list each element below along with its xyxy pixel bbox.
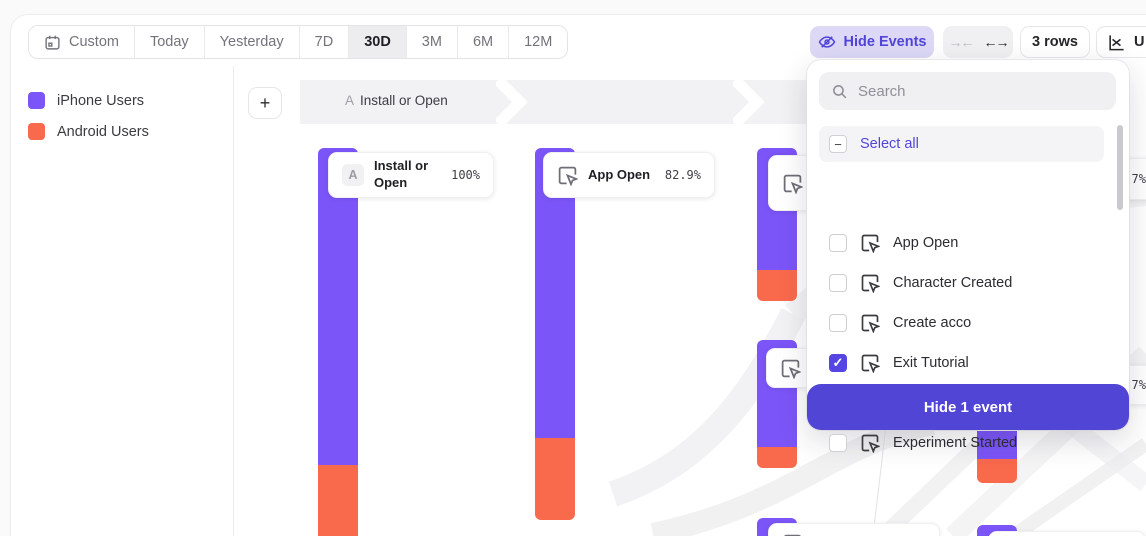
step-card-percentage: 82.9% <box>664 168 701 182</box>
custom-event-icon <box>861 314 880 333</box>
step-card-percentage: 100% <box>451 168 480 182</box>
legend-item-iphone[interactable]: iPhone Users <box>28 92 149 109</box>
event-checkbox[interactable] <box>829 234 847 252</box>
bar-step1-android[interactable] <box>318 465 358 536</box>
step-card-app-open[interactable]: App Open 82.9% <box>543 152 715 198</box>
step-letter: A <box>345 93 355 108</box>
rows-count-button[interactable]: 3 rows <box>1020 26 1090 58</box>
bar-step4b-iphone[interactable] <box>977 525 1017 536</box>
search-icon <box>833 84 847 98</box>
bar-step1-iphone[interactable] <box>318 148 358 465</box>
step-breadcrumb: A Install or Open <box>345 93 448 108</box>
event-checkbox[interactable] <box>829 434 847 452</box>
date-range-12m[interactable]: 12M <box>509 26 568 58</box>
date-range-today[interactable]: Today <box>134 26 205 58</box>
date-range-3m[interactable]: 3M <box>406 26 458 58</box>
event-checkbox-checked[interactable]: ✓ <box>829 354 847 372</box>
date-range-control: Custom Today Yesterday 7D 30D 3M 6M 12M <box>28 25 569 59</box>
collapse-columns-icon[interactable]: →← <box>948 34 975 50</box>
hide-events-button[interactable]: Hide Events <box>810 26 934 58</box>
event-item-create-acco[interactable]: Create acco <box>819 303 1104 343</box>
step-a-badge: A <box>342 164 364 186</box>
custom-event-icon <box>783 174 803 194</box>
date-range-label: Custom <box>69 34 119 50</box>
event-item-app-open[interactable]: App Open <box>819 223 1104 263</box>
iphone-swatch <box>28 92 45 109</box>
chevron-separator-icon <box>733 80 765 124</box>
step-card-bottom-left[interactable] <box>768 523 940 536</box>
hide-events-label: Hide Events <box>843 34 927 50</box>
add-step-button[interactable]: + <box>248 87 282 119</box>
step-card-install-or-open[interactable]: A Install or Open 100% <box>328 152 494 198</box>
dropdown-scrollbar[interactable] <box>1117 125 1123 210</box>
date-range-custom[interactable]: Custom <box>29 26 135 58</box>
step-card-bottom-right[interactable] <box>988 531 1146 536</box>
funnel-step-band[interactable]: A Install or Open <box>300 80 820 124</box>
chart-mode-button[interactable]: U <box>1096 26 1146 58</box>
event-search-input[interactable] <box>858 82 1104 100</box>
legend-item-android[interactable]: Android Users <box>28 123 149 140</box>
event-checkbox[interactable] <box>829 274 847 292</box>
step-label: Install or Open <box>360 93 448 108</box>
step-card-title: Install or Open <box>374 158 429 190</box>
bar-step3b-android[interactable] <box>757 447 797 468</box>
date-range-7d[interactable]: 7D <box>299 26 350 58</box>
event-item-exit-tutorial[interactable]: ✓ Exit Tutorial <box>819 343 1104 383</box>
date-range-yesterday[interactable]: Yesterday <box>204 26 300 58</box>
series-legend: iPhone Users Android Users <box>28 92 149 154</box>
panel-divider <box>233 66 234 536</box>
event-item-character-created[interactable]: Character Created <box>819 263 1104 303</box>
date-range-6m[interactable]: 6M <box>457 26 510 58</box>
custom-event-icon <box>781 359 801 379</box>
custom-event-icon <box>861 354 880 373</box>
custom-event-icon <box>861 234 880 253</box>
hide-event-submit-button[interactable]: Hide 1 event <box>807 384 1129 430</box>
event-item-experiment-started[interactable]: Experiment Started <box>819 423 1104 463</box>
calendar-icon <box>45 35 60 50</box>
select-all-label: Select all <box>860 136 919 152</box>
select-all-row[interactable]: − Select all <box>819 126 1104 162</box>
custom-event-icon <box>784 534 801 536</box>
hide-events-dropdown: − Select all App Open Character Created … <box>807 60 1129 453</box>
select-all-checkbox[interactable]: − <box>829 135 847 153</box>
custom-event-icon <box>861 434 880 453</box>
column-width-control: →← ←→ <box>943 26 1013 58</box>
event-search[interactable] <box>819 72 1116 110</box>
date-range-30d[interactable]: 30D <box>349 26 407 58</box>
bar-step4a-android[interactable] <box>977 459 1017 483</box>
expand-columns-icon[interactable]: ←→ <box>983 34 1010 50</box>
custom-event-icon <box>861 274 880 293</box>
android-swatch <box>28 123 45 140</box>
bar-step2-android[interactable] <box>535 438 575 520</box>
chevron-separator-icon <box>496 80 528 124</box>
step-card-title: App Open <box>588 166 651 182</box>
chart-icon <box>1109 34 1124 50</box>
eye-off-icon <box>818 36 835 48</box>
bar-step3a-android[interactable] <box>757 270 797 301</box>
custom-event-icon <box>558 166 578 186</box>
event-checkbox[interactable] <box>829 314 847 332</box>
